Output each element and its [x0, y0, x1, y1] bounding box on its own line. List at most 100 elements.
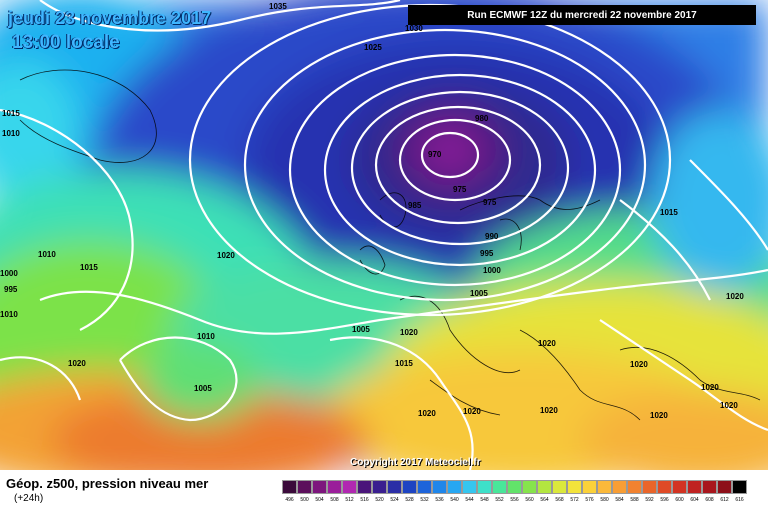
scale-label: 552	[495, 497, 504, 503]
scale-label: 512	[345, 497, 354, 503]
scale-label: 616	[735, 497, 744, 503]
label-995: 995	[480, 249, 494, 258]
label-1020d: 1020	[538, 339, 556, 348]
scale-label: 548	[480, 497, 489, 503]
label-1020c: 1020	[68, 359, 86, 368]
label-1020e: 1020	[630, 360, 648, 369]
label-1020b: 1020	[726, 292, 744, 301]
scale-swatch	[702, 480, 717, 494]
scale-label: 584	[615, 497, 624, 503]
label-975b: 975	[483, 198, 497, 207]
label-1005c: 1005	[194, 384, 212, 393]
scale-swatch	[462, 480, 477, 494]
scale-label: 496	[285, 497, 294, 503]
label-1025: 1025	[364, 43, 382, 52]
geopotential-field	[0, 0, 768, 470]
scale-swatch	[357, 480, 372, 494]
label-1030: 1030	[405, 24, 423, 33]
isobar-labels: 1035 1030 1025 1015 1010 980 970 975 985…	[0, 2, 744, 420]
label-1020f: 1020	[701, 383, 719, 392]
label-1010: 1010	[2, 129, 20, 138]
scale-swatch	[327, 480, 342, 494]
scale-swatch	[612, 480, 627, 494]
label-1020l: 1020	[400, 328, 418, 337]
label-995b: 995	[4, 285, 18, 294]
scale-swatch	[432, 480, 447, 494]
label-1005: 1005	[470, 289, 488, 298]
scale-label: 568	[555, 497, 564, 503]
label-1020h: 1020	[463, 407, 481, 416]
color-scale	[282, 480, 747, 494]
scale-swatch	[687, 480, 702, 494]
label-1015c: 1015	[80, 263, 98, 272]
scale-swatch	[312, 480, 327, 494]
scale-label: 556	[510, 497, 519, 503]
scale-swatch	[372, 480, 387, 494]
scale-swatch	[537, 480, 552, 494]
scale-swatch	[492, 480, 507, 494]
scale-swatch	[297, 480, 312, 494]
label-990: 990	[485, 232, 499, 241]
label-1020k: 1020	[720, 401, 738, 410]
label-1010c: 1010	[197, 332, 215, 341]
scale-swatch	[627, 480, 642, 494]
copyright-text: Copyright 2017 Meteociel.fr	[350, 457, 481, 468]
scale-swatch	[552, 480, 567, 494]
legend-subtitle: (+24h)	[14, 493, 44, 504]
label-990b: 1010	[0, 310, 18, 319]
label-975: 975	[453, 185, 467, 194]
label-1000b: 1000	[0, 269, 18, 278]
scale-label: 596	[660, 497, 669, 503]
scale-label: 588	[630, 497, 639, 503]
label-1020i: 1020	[540, 406, 558, 415]
color-scale-labels: 496 500 504 508 512 516 520 524 528 532 536 540 544 5…	[282, 497, 747, 503]
scale-swatch	[447, 480, 462, 494]
scale-label: 604	[690, 497, 699, 503]
scale-label: 528	[405, 497, 414, 503]
scale-swatch	[717, 480, 732, 494]
scale-label: 572	[570, 497, 579, 503]
scale-swatch	[597, 480, 612, 494]
legend-title: Géop. z500, pression niveau mer	[6, 476, 209, 491]
label-1015d: 1015	[395, 359, 413, 368]
scale-swatch	[417, 480, 432, 494]
label-1000: 1000	[483, 266, 501, 275]
scale-label: 592	[645, 497, 654, 503]
scale-label: 508	[330, 497, 339, 503]
scale-label: 608	[705, 497, 714, 503]
scale-label: 612	[720, 497, 729, 503]
scale-label: 540	[450, 497, 459, 503]
scale-swatch	[477, 480, 492, 494]
label-970: 970	[428, 150, 442, 159]
label-980: 980	[475, 114, 489, 123]
scale-swatch	[657, 480, 672, 494]
scale-label: 576	[585, 497, 594, 503]
scale-swatch	[402, 480, 417, 494]
label-1015b: 1015	[660, 208, 678, 217]
scale-label: 600	[675, 497, 684, 503]
run-banner: Run ECMWF 12Z du mercredi 22 novembre 20…	[408, 5, 756, 25]
scale-label: 536	[435, 497, 444, 503]
scale-label: 500	[300, 497, 309, 503]
scale-swatch	[732, 480, 747, 494]
scale-swatch	[282, 480, 297, 494]
scale-swatch	[672, 480, 687, 494]
label-1020g: 1020	[418, 409, 436, 418]
scale-label: 580	[600, 497, 609, 503]
scale-swatch	[567, 480, 582, 494]
scale-label: 544	[465, 497, 474, 503]
label-1010b: 1010	[38, 250, 56, 259]
scale-label: 504	[315, 497, 324, 503]
label-1020: 1020	[217, 251, 235, 260]
scale-swatch	[642, 480, 657, 494]
scale-label: 524	[390, 497, 399, 503]
label-1015: 1015	[2, 109, 20, 118]
scale-label: 516	[360, 497, 369, 503]
scale-swatch	[507, 480, 522, 494]
scale-label: 560	[525, 497, 534, 503]
scale-swatch	[342, 480, 357, 494]
weather-map: 1035 1030 1025 1015 1010 980 970 975 985…	[0, 0, 768, 470]
scale-swatch	[522, 480, 537, 494]
scale-swatch	[387, 480, 402, 494]
